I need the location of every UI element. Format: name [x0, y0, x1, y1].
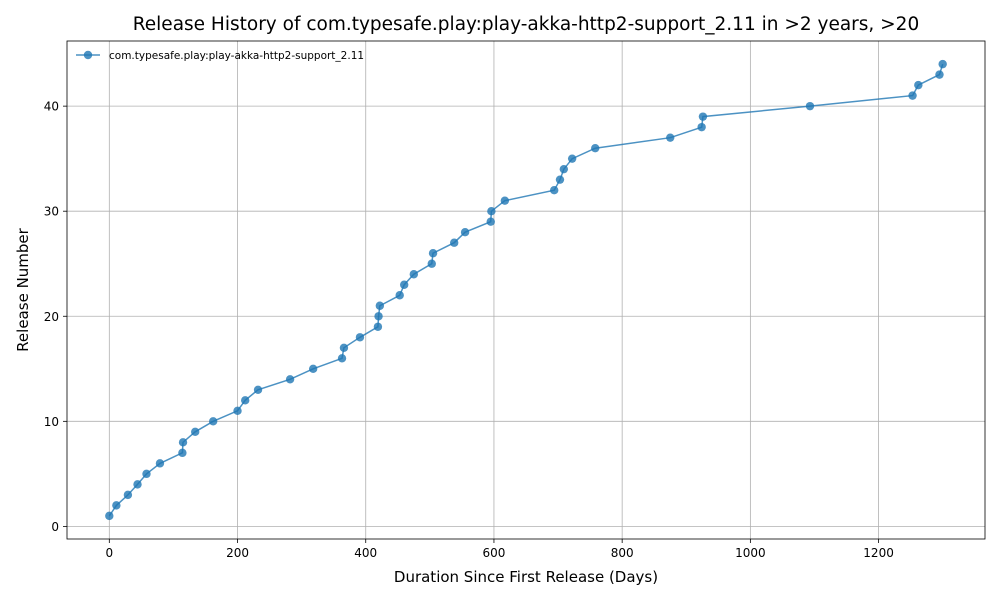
x-tick-label: 600 — [482, 546, 505, 560]
data-point — [105, 511, 114, 521]
data-point — [908, 91, 917, 100]
y-tick-label: 10 — [44, 415, 59, 429]
data-point — [666, 133, 675, 142]
data-point — [133, 480, 142, 489]
data-point — [395, 291, 404, 300]
y-tick-label: 30 — [44, 205, 59, 219]
data-point — [567, 154, 577, 163]
data-point — [591, 143, 600, 153]
legend: com.typesafe.play:play-akka-http2-suppor… — [76, 50, 364, 62]
x-tick-label: 0 — [105, 546, 113, 560]
data-point — [241, 396, 250, 405]
x-tick-label: 1200 — [863, 546, 894, 560]
data-point — [486, 217, 495, 226]
grid-lines — [67, 41, 985, 539]
data-point — [555, 175, 565, 184]
x-tick-label: 200 — [226, 546, 249, 560]
x-tick-label: 1000 — [735, 546, 766, 560]
data-point — [550, 185, 559, 195]
data-point — [698, 112, 708, 121]
data-point — [427, 259, 436, 268]
data-point — [178, 448, 187, 458]
data-point — [935, 70, 944, 79]
y-tick-label: 20 — [44, 310, 59, 324]
plot-frame — [66, 40, 986, 540]
data-point — [374, 312, 383, 321]
data-point — [208, 417, 218, 426]
data-point — [375, 301, 385, 310]
data-point — [191, 427, 200, 437]
data-point — [399, 280, 409, 289]
y-axis-title: Release Number — [14, 227, 32, 351]
data-point — [805, 101, 815, 111]
x-tick-label: 800 — [611, 546, 634, 560]
data-point — [938, 59, 947, 69]
data-point — [373, 322, 383, 331]
data-point — [142, 469, 151, 479]
data-point — [308, 364, 318, 373]
x-axis-title: Duration Since First Release (Days) — [394, 568, 658, 586]
data-point — [460, 228, 470, 237]
series-layer — [105, 59, 947, 521]
data-point — [914, 80, 923, 90]
data-point — [285, 375, 295, 384]
y-tick-label: 40 — [44, 100, 59, 114]
data-point — [123, 490, 133, 500]
x-tick-label: 400 — [354, 546, 377, 560]
data-point — [355, 333, 365, 342]
data-point — [253, 385, 263, 395]
data-point — [178, 438, 188, 447]
data-point — [155, 459, 165, 468]
axis-ticks: 0 200 400 600 800 1000 1200 0 10 20 30 40 — [44, 100, 894, 560]
data-point — [409, 270, 419, 279]
data-point — [112, 501, 121, 510]
data-point — [487, 207, 496, 216]
data-point — [450, 238, 459, 247]
data-point — [697, 122, 706, 132]
chart-title: Release History of com.typesafe.play:pla… — [133, 14, 919, 35]
legend-marker-swatch — [83, 50, 93, 60]
data-point — [233, 406, 242, 416]
data-point — [339, 343, 349, 352]
data-point — [428, 249, 438, 258]
data-point — [559, 164, 569, 174]
legend-label: com.typesafe.play:play-akka-http2-suppor… — [109, 50, 364, 62]
y-tick-label: 0 — [51, 520, 59, 534]
data-point — [337, 354, 347, 363]
data-point — [500, 196, 510, 205]
